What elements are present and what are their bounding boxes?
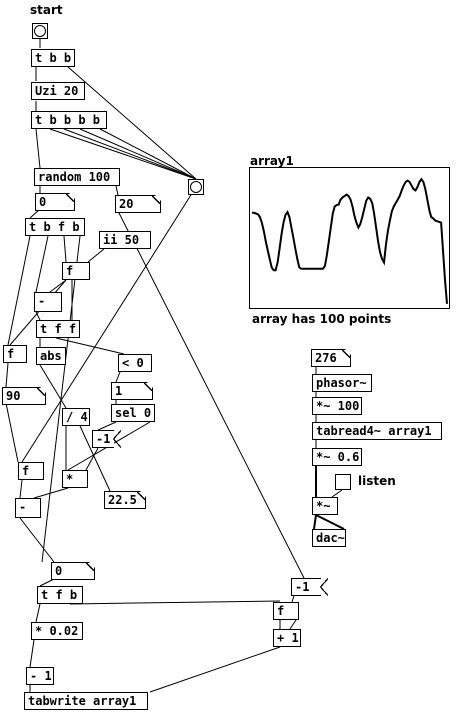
array1-graph[interactable]	[249, 167, 450, 309]
phasor-object[interactable]: phasor~	[312, 374, 372, 392]
trigger-bbbbb-object[interactable]: t b b b b	[31, 111, 107, 129]
listen-toggle[interactable]	[335, 474, 351, 490]
tabread4-object[interactable]: tabread4~ array1	[312, 422, 442, 440]
multiply-100-object[interactable]: *~ 100	[312, 397, 362, 415]
divide-object[interactable]: / 4	[62, 408, 90, 426]
float-object-1[interactable]: f	[62, 262, 90, 280]
minus-1-object[interactable]: - 1	[26, 667, 54, 685]
number-box-0[interactable]: 0	[35, 193, 75, 211]
array1-waveform	[252, 177, 448, 304]
minus-object-a[interactable]: -	[34, 292, 62, 312]
multiply-object[interactable]: *	[62, 470, 88, 488]
tabwrite-object[interactable]: tabwrite array1	[24, 692, 148, 710]
float-object-4[interactable]: f	[273, 602, 299, 620]
number-box-20[interactable]: 20	[115, 195, 161, 213]
number-box-1[interactable]: 1	[111, 382, 153, 400]
message-minus-1b[interactable]: -1	[291, 578, 328, 596]
start-bang[interactable]	[32, 23, 48, 39]
float-object-3[interactable]: f	[18, 462, 44, 480]
message-minus-1[interactable]: -1	[92, 430, 121, 448]
plus-1-object[interactable]: + 1	[273, 629, 301, 647]
trigger-bb-object[interactable]: t b b	[31, 49, 75, 67]
dac-object[interactable]: dac~	[312, 529, 346, 547]
less-than-object[interactable]: < 0	[118, 354, 152, 372]
array-name-label: array1	[250, 154, 294, 168]
start-label: start	[30, 3, 63, 17]
number-box-276[interactable]: 276	[311, 349, 351, 367]
trigger-bbfb-object[interactable]: t b f b	[25, 218, 85, 236]
bang-button[interactable]	[188, 179, 204, 195]
abs-object[interactable]: abs	[36, 347, 66, 365]
random-object[interactable]: random 100	[34, 168, 120, 186]
number-box-0b[interactable]: 0	[51, 562, 95, 580]
trigger-fb-object[interactable]: t f b	[37, 586, 83, 604]
multiply-0.6-object[interactable]: *~ 0.6	[312, 448, 362, 466]
uzi-object[interactable]: Uzi 20	[31, 82, 85, 100]
listen-label: listen	[358, 474, 396, 488]
float-object-2[interactable]: f	[3, 345, 27, 363]
array-caption: array has 100 points	[252, 312, 392, 326]
ii-object[interactable]: ii 50	[99, 231, 151, 249]
multiply-0.02-object[interactable]: * 0.02	[31, 622, 83, 640]
minus-object-b[interactable]: -	[15, 498, 41, 518]
number-box-22.5[interactable]: 22.5	[104, 491, 146, 509]
number-box-90[interactable]: 90	[2, 387, 46, 405]
select-object[interactable]: sel 0	[111, 404, 155, 422]
array1-curve	[252, 177, 448, 304]
trigger-ff-object[interactable]: t f f	[36, 320, 80, 338]
multiply-signal-object[interactable]: *~	[312, 497, 338, 515]
